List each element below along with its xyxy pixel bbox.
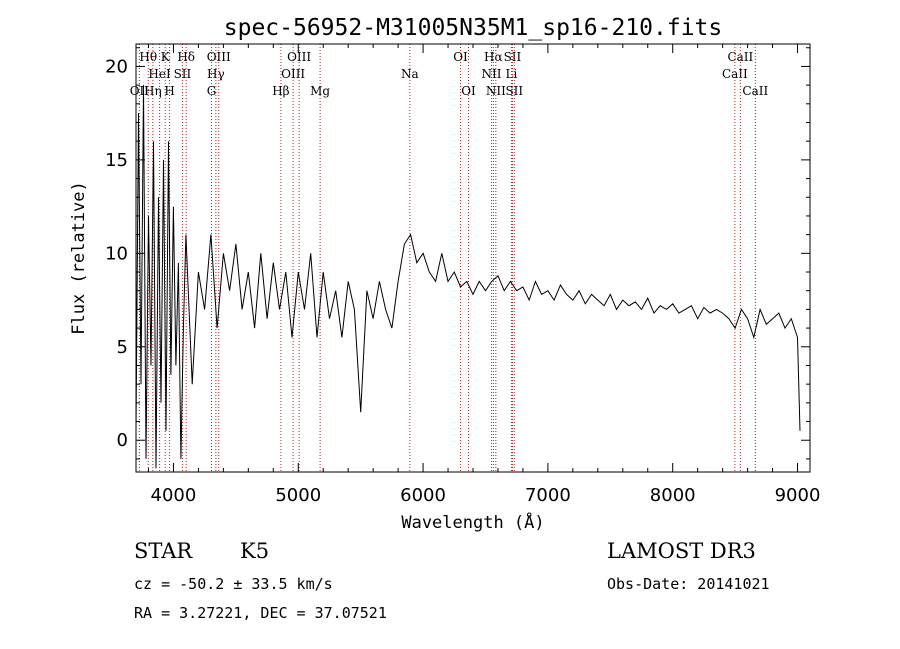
y-tick-label: 0 xyxy=(117,430,128,451)
spectral-line-label: HeI xyxy=(148,67,171,81)
spectral-line-label: Hδ xyxy=(177,50,195,64)
spectral-line-label: OIII xyxy=(287,50,311,64)
chart-title: spec-56952-M31005N35M1_sp16-210.fits xyxy=(224,15,723,41)
spectral-line-label: OI xyxy=(453,50,468,64)
x-tick-label: 5000 xyxy=(275,485,321,506)
y-axis-label: Flux (relative) xyxy=(69,181,89,335)
x-tick-label: 7000 xyxy=(525,485,571,506)
spectrum-line xyxy=(135,85,801,469)
x-tick-label: 9000 xyxy=(775,485,821,506)
x-axis-label: Wavelength (Å) xyxy=(401,511,544,533)
spectral-line-label: SII xyxy=(504,50,522,64)
x-tick-label: 4000 xyxy=(151,485,197,506)
spectral-line-label: Li xyxy=(506,67,518,81)
y-tick-label: 20 xyxy=(105,56,128,77)
spectral-line-label: Mg xyxy=(310,84,330,98)
spectral-line-label: K xyxy=(161,50,171,64)
spectral-line-label: OIII xyxy=(281,67,305,81)
spectral-line-label: CaII xyxy=(727,50,753,64)
redshift-velocity: cz = -50.2 ± 33.5 km/s xyxy=(134,575,333,593)
spectral-line-label: OI xyxy=(461,84,476,98)
spectrum-curve-layer xyxy=(135,85,801,469)
x-tick-label: 8000 xyxy=(650,485,696,506)
spectral-line-label: Na xyxy=(401,67,419,81)
spectral-line-label: H xyxy=(164,84,174,98)
spectral-line-label: NII xyxy=(481,67,501,81)
star-class: STAR xyxy=(134,539,193,563)
spectral-line-label: Hβ xyxy=(272,84,289,98)
spectral-line-label: NII xyxy=(486,84,506,98)
y-tick-label: 15 xyxy=(105,150,128,171)
spectral-line-label: Hθ xyxy=(139,50,157,64)
spectral-line-label: SII xyxy=(505,84,523,98)
spectral-lines-layer: OIIHθHηHeIKHSIIHδGHγOIIIHβOIIIOIIIMgNaOI… xyxy=(130,44,768,472)
spectral-line-label: OII xyxy=(130,84,150,98)
survey-name: LAMOST DR3 xyxy=(607,539,756,563)
spectral-line-label: OIII xyxy=(207,50,231,64)
observation-date: Obs-Date: 20141021 xyxy=(607,575,770,593)
spectral-line-label: G xyxy=(207,84,217,98)
spectral-line-label: Hη xyxy=(144,84,162,98)
spectral-line-label: Hγ xyxy=(207,67,225,81)
star-subclass: K5 xyxy=(240,539,270,563)
spectral-line-label: CaII xyxy=(722,67,748,81)
y-tick-label: 10 xyxy=(105,243,128,264)
spectral-line-label: CaII xyxy=(742,84,768,98)
axis-ticks-layer: 4000 5000 6000 7000 8000 9000 0 5 10 15 20 xyxy=(105,44,820,506)
x-tick-label: 6000 xyxy=(400,485,446,506)
coordinates: RA = 3.27221, DEC = 37.07521 xyxy=(134,604,387,622)
spectral-line-label: Hα xyxy=(484,50,503,64)
spectral-line-label: SII xyxy=(174,67,192,81)
y-tick-label: 5 xyxy=(117,337,128,358)
